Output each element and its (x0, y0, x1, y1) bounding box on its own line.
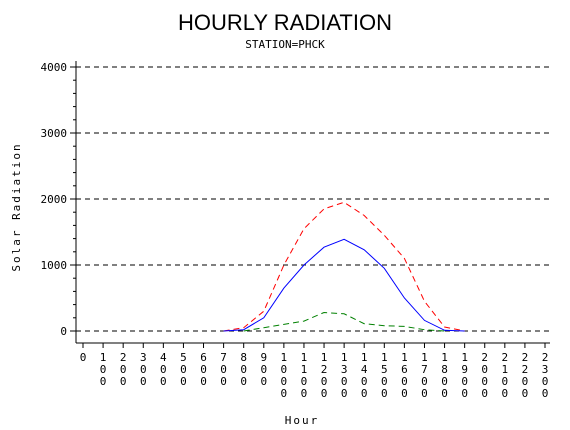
series-line-1 (223, 201, 465, 332)
y-tick-label: 0 (60, 325, 67, 338)
y-tick-label: 1000 (41, 259, 68, 272)
y-axis-label: Solar Radiation (10, 142, 23, 271)
series-line-3 (243, 311, 445, 332)
series-line-2 (223, 238, 465, 332)
y-tick-label: 3000 (41, 127, 68, 140)
grid-lines (76, 66, 550, 332)
chart-subtitle: STATION=PHCK (245, 38, 325, 51)
series-lines (223, 201, 465, 332)
x-tick-label: 0 (80, 351, 87, 364)
axes (75, 61, 550, 344)
y-ticks: 0 1000 2000 3000 4000 (41, 61, 76, 338)
y-tick-label: 2000 (41, 193, 68, 206)
x-axis-label: Hour (285, 414, 320, 427)
y-tick-label: 4000 (41, 61, 68, 74)
x-ticks: 0 1 0 0 2 0 0 3 0 0 4 0 0 5 0 0 6 0 0 7 0 0 8 0 0 9 0 0 1 0 0 0 1 1 0 0 1 2 0 0… (80, 343, 549, 400)
chart-title: HOURLY RADIATION (178, 10, 392, 35)
